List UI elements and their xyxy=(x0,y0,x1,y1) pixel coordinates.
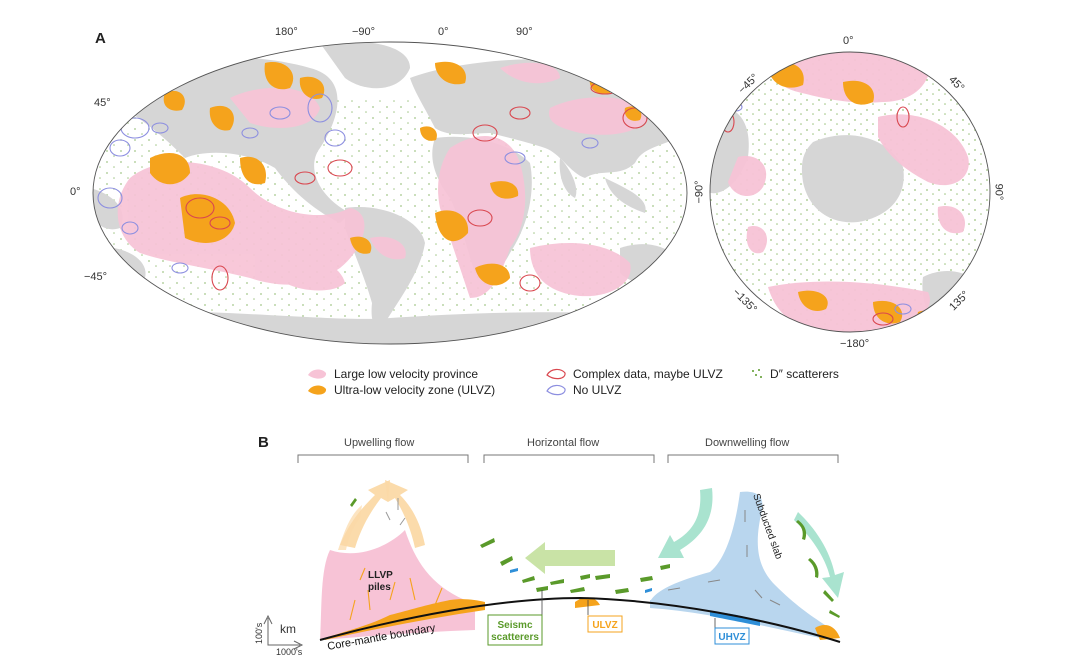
uhvz-box xyxy=(714,627,750,645)
downwelling-label: Downwelling flow xyxy=(705,437,790,449)
seismic-scatterer-streaks xyxy=(350,498,840,618)
uhvz-box-label: UHVZ xyxy=(718,632,745,643)
lat-label-0: 0° xyxy=(70,186,81,198)
llvp-piles-label-1: LLVP xyxy=(368,570,393,581)
legend-llvp-label: Large low velocity province xyxy=(334,367,479,381)
polar-label-90: 90° xyxy=(992,183,1005,201)
seismic-scatterers-label-2: scatterers xyxy=(491,632,539,643)
polar-label-minus-90: −90° xyxy=(693,180,706,204)
lat-label-45: 45° xyxy=(94,97,111,109)
legend-ulvz-label: Ultra-low velocity zone (ULVZ) xyxy=(334,383,496,397)
panel-b-label: B xyxy=(258,434,269,451)
upwelling-arrow-left xyxy=(340,480,390,548)
ulvz-box-label: ULVZ xyxy=(592,620,617,631)
axis-1000s-label: 1000's xyxy=(276,647,303,655)
lon-label-90: 90° xyxy=(516,26,533,38)
polar-map xyxy=(709,51,991,333)
ulvz-box xyxy=(587,615,623,633)
lon-label-0: 0° xyxy=(438,26,449,38)
ulvz-regions xyxy=(150,61,642,286)
llvp-swatch-icon xyxy=(308,369,327,379)
uhvz-flecks xyxy=(510,568,652,593)
legend-scatterers-label: D″ scatterers xyxy=(770,367,839,381)
legend-complex: Complex data, maybe ULVZ xyxy=(545,367,723,381)
horizontal-flow-arrow xyxy=(525,542,615,574)
lon-label-minus-90: −90° xyxy=(352,26,376,38)
seismic-scatterers-label-1: Seismc xyxy=(497,620,532,631)
panel-a-label: A xyxy=(95,30,106,47)
world-map xyxy=(92,41,688,345)
slab-gray-arrows xyxy=(667,510,781,606)
polar-label-minus-180: −180° xyxy=(840,338,870,350)
axis-km-label: km xyxy=(280,622,296,636)
no-ulvz-swatch-icon xyxy=(546,384,566,396)
llvp-piles-label-2: piles xyxy=(368,582,391,593)
legend-no-ulvz-label: No ULVZ xyxy=(573,383,622,397)
uhvz-region xyxy=(710,612,760,626)
llvp-flow-arrows xyxy=(349,567,443,621)
polar-label-0: 0° xyxy=(843,35,854,47)
legend-no-ulvz: No ULVZ xyxy=(545,383,621,397)
core-mantle-boundary-line xyxy=(319,596,841,643)
complex-swatch-icon xyxy=(546,368,566,380)
legend-ulvz: Ultra-low velocity zone (ULVZ) xyxy=(306,383,495,397)
upwelling-label: Upwelling flow xyxy=(344,437,415,449)
ulvz-middle xyxy=(575,597,600,608)
downwelling-arrow-right xyxy=(794,512,844,598)
scale-axis xyxy=(263,614,304,650)
no-ulvz-outlines xyxy=(97,93,599,274)
legend-complex-label: Complex data, maybe ULVZ xyxy=(573,367,723,381)
lon-label-180: 180° xyxy=(275,26,298,38)
cross-section-diagram: LLVP piles Subducted slab Core-mantle bo… xyxy=(254,454,844,655)
subducted-slab xyxy=(650,491,825,632)
downwelling-arrow-left xyxy=(658,488,713,558)
flow-brackets xyxy=(297,454,839,463)
axis-100s-label: 100's xyxy=(254,622,264,644)
llvp-regions xyxy=(117,62,650,298)
leader-lines xyxy=(541,590,716,628)
legend-llvp: Large low velocity province xyxy=(306,367,478,381)
upwelling-gray-arrows xyxy=(385,498,406,526)
legend-scatterers: D″ scatterers xyxy=(750,367,839,381)
upwelling-arrow-right xyxy=(385,480,425,548)
seismic-scatterers-box xyxy=(487,614,543,646)
scatterer-swatch-icon xyxy=(752,369,762,378)
upwelling-arrow-far-left xyxy=(338,505,362,550)
horizontal-label: Horizontal flow xyxy=(527,437,600,449)
lat-label-minus-45: −45° xyxy=(84,271,108,283)
ulvz-swatch-icon xyxy=(308,385,327,395)
